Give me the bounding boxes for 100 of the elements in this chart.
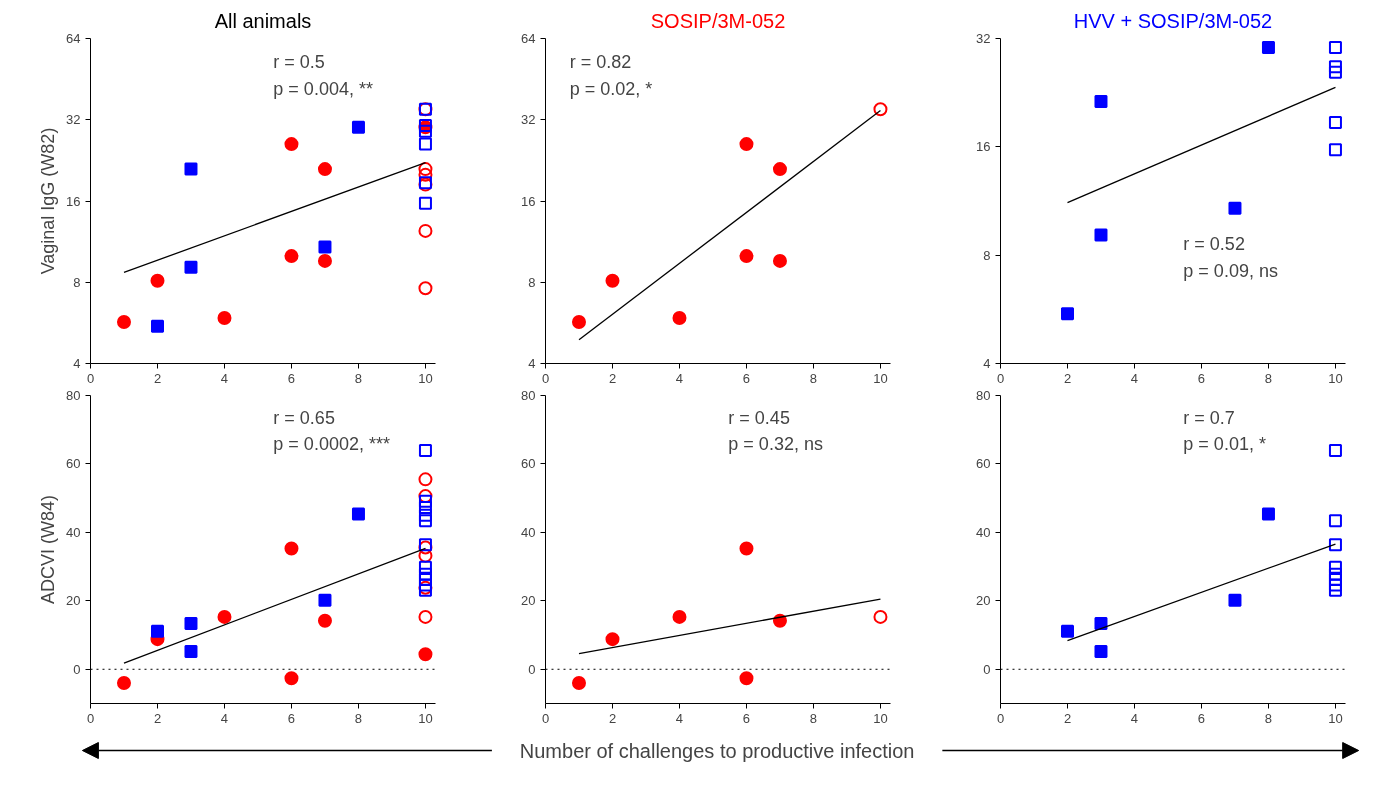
point bbox=[418, 508, 432, 522]
x-tick-label: 2 bbox=[153, 370, 162, 386]
x-tick-label: 2 bbox=[608, 370, 617, 386]
x-tick-label: 6 bbox=[742, 370, 751, 386]
point bbox=[1328, 60, 1342, 74]
point bbox=[318, 240, 332, 254]
x-tick-label: 10 bbox=[873, 710, 888, 726]
point bbox=[739, 541, 754, 556]
annotation: p = 0.0002, *** bbox=[273, 434, 390, 454]
x-tick-label: 8 bbox=[809, 710, 818, 726]
point bbox=[351, 120, 365, 134]
point bbox=[418, 609, 433, 624]
point bbox=[1094, 228, 1108, 242]
point bbox=[184, 616, 198, 630]
x-tick-label: 6 bbox=[287, 710, 296, 726]
point bbox=[572, 315, 586, 329]
y-tick-label: 64 bbox=[521, 31, 536, 46]
point bbox=[1261, 41, 1275, 55]
point bbox=[772, 253, 787, 268]
x-tick-label: 4 bbox=[220, 710, 229, 726]
point bbox=[1060, 624, 1074, 638]
point bbox=[418, 647, 433, 662]
point bbox=[418, 167, 433, 182]
point bbox=[1094, 616, 1108, 630]
point bbox=[418, 494, 432, 508]
point bbox=[184, 162, 198, 176]
chart-title: All animals bbox=[214, 9, 312, 32]
x-tick-label: 8 bbox=[1264, 710, 1273, 726]
x-tick-label: 8 bbox=[809, 370, 818, 386]
point bbox=[1094, 94, 1108, 108]
annotation: r = 0.7 bbox=[1183, 407, 1235, 428]
point bbox=[184, 260, 198, 274]
x-tick-label: 0 bbox=[996, 370, 1005, 386]
annotation: p = 0.09, ns bbox=[1183, 261, 1278, 282]
x-tick-label: 4 bbox=[675, 370, 684, 386]
chart-title: SOSIP/3M-052 bbox=[650, 9, 786, 32]
y-tick-label: 80 bbox=[976, 388, 991, 403]
chart-title: HVV + SOSIP/3M-052 bbox=[1073, 9, 1273, 32]
point bbox=[318, 593, 332, 607]
point bbox=[351, 507, 365, 521]
annotation: r = 0.82 bbox=[569, 51, 632, 72]
x-tick-label: 10 bbox=[1328, 710, 1343, 726]
y-tick-label: 60 bbox=[521, 456, 536, 472]
point bbox=[1261, 507, 1275, 521]
y-tick-label: 8 bbox=[983, 247, 991, 263]
y-tick-label: 20 bbox=[66, 593, 81, 609]
point bbox=[418, 514, 432, 528]
point bbox=[150, 624, 164, 638]
point bbox=[1328, 538, 1342, 552]
y-tick-label: 40 bbox=[521, 524, 536, 540]
point bbox=[217, 310, 232, 325]
x-tick-label: 0 bbox=[541, 710, 550, 726]
x-tick-label: 6 bbox=[742, 710, 751, 726]
point bbox=[1328, 65, 1342, 79]
point bbox=[1228, 201, 1242, 215]
x-tick-label: 0 bbox=[86, 370, 95, 386]
point bbox=[1328, 578, 1342, 592]
point bbox=[317, 162, 332, 177]
y-tick-label: 80 bbox=[521, 388, 536, 403]
point bbox=[1228, 593, 1242, 607]
y-tick-label: 0 bbox=[983, 661, 991, 677]
annotation: r = 0.52 bbox=[1183, 233, 1245, 254]
point bbox=[1094, 644, 1108, 658]
annotation: p = 0.02, * bbox=[569, 79, 653, 100]
point bbox=[418, 472, 433, 487]
point bbox=[672, 609, 687, 624]
y-tick-label: 16 bbox=[66, 193, 81, 209]
point bbox=[1328, 444, 1342, 458]
point bbox=[117, 675, 131, 690]
point bbox=[672, 310, 687, 325]
x-tick-label: 6 bbox=[1197, 370, 1206, 386]
point bbox=[739, 137, 754, 152]
y-tick-label: 64 bbox=[66, 31, 81, 46]
point bbox=[1328, 41, 1342, 55]
x-tick-label: 4 bbox=[220, 370, 229, 386]
x-tick-label: 0 bbox=[541, 370, 550, 386]
point bbox=[284, 249, 299, 264]
y-tick-label: 60 bbox=[66, 456, 81, 472]
annotation: p = 0.32, ns bbox=[728, 434, 823, 454]
point bbox=[1328, 560, 1342, 574]
point bbox=[739, 671, 754, 686]
x-tick-label: 6 bbox=[287, 370, 296, 386]
x-tick-label: 10 bbox=[418, 370, 433, 386]
point bbox=[284, 671, 299, 686]
point bbox=[284, 137, 299, 152]
x-tick-label: 10 bbox=[418, 710, 433, 726]
point bbox=[605, 273, 620, 288]
point bbox=[418, 281, 433, 296]
point bbox=[317, 253, 332, 268]
x-tick-label: 4 bbox=[1130, 710, 1139, 726]
x-tick-label: 2 bbox=[1063, 370, 1072, 386]
x-tick-label: 4 bbox=[1130, 370, 1139, 386]
y-tick-label: 60 bbox=[976, 456, 991, 472]
point bbox=[605, 632, 620, 647]
point bbox=[1060, 307, 1074, 321]
y-tick-label: 40 bbox=[66, 524, 81, 540]
x-tick-label: 2 bbox=[1063, 710, 1072, 726]
annotation: r = 0.65 bbox=[273, 407, 335, 428]
annotation: r = 0.5 bbox=[273, 51, 325, 72]
x-tick-label: 0 bbox=[996, 710, 1005, 726]
